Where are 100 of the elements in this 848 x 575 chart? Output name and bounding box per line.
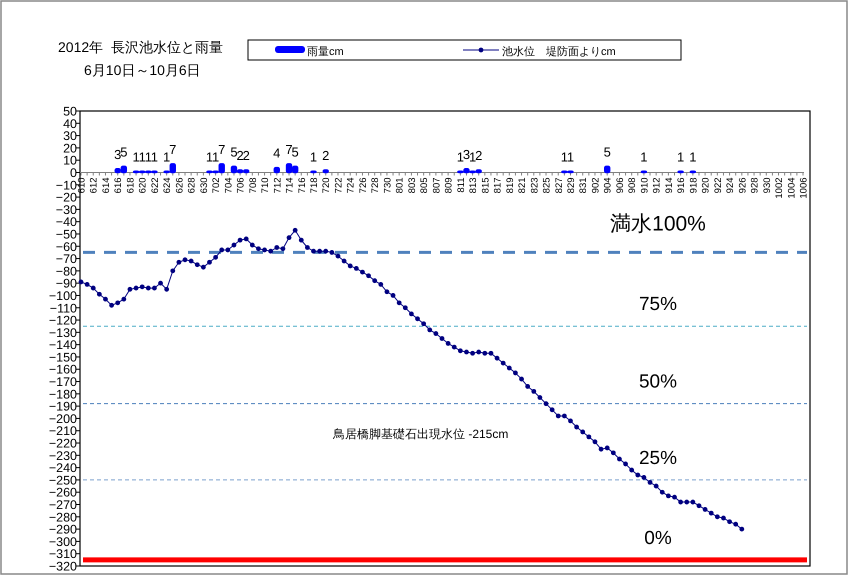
x-tick-label: 706 — [236, 177, 247, 194]
y-tick-label: −220 — [48, 436, 78, 451]
x-tick-label: 628 — [186, 177, 198, 194]
y-tick-label: −130 — [48, 326, 78, 340]
data-label: 1 — [212, 149, 220, 164]
y-tick-label: −60 — [56, 240, 78, 254]
x-tick-label: 712 — [272, 177, 284, 194]
x-tick-label: 902 — [590, 177, 602, 194]
x-tick-label: 618 — [125, 177, 136, 194]
y-tick-label: −80 — [56, 264, 78, 278]
x-tick-label: 908 — [627, 177, 638, 194]
y-tick-label: −210 — [48, 424, 78, 438]
x-tick-label: 825 — [542, 177, 553, 194]
x-tick-label: 924 — [725, 177, 736, 194]
x-tick-label: 914 — [664, 177, 675, 194]
data-label: 1 — [677, 149, 684, 164]
y-tick-label: −280 — [48, 510, 78, 524]
data-label: 3 — [114, 146, 122, 162]
legend-label: 池水位 堤防面よりcm — [502, 45, 616, 58]
x-tick-label: 714 — [284, 177, 296, 194]
y-tick-label: 20 — [63, 141, 78, 156]
x-tick-label: 704 — [223, 177, 234, 194]
data-label: 7 — [218, 142, 226, 157]
data-label: 5 — [604, 144, 611, 160]
x-tick-label: 803 — [406, 177, 418, 194]
x-tick-label: 831 — [578, 177, 590, 194]
x-tick-label: 819 — [504, 177, 516, 194]
annotation: 満水100% — [610, 212, 706, 236]
legend-label: 雨量cm — [307, 46, 344, 58]
data-label: 2 — [475, 148, 482, 164]
x-tick-label: 728 — [370, 177, 382, 194]
data-label: 2 — [322, 148, 330, 164]
x-tick-label: 813 — [468, 177, 480, 194]
y-tick-label: −180 — [48, 387, 78, 402]
x-tick-label: 716 — [296, 177, 308, 194]
x-tick-label: 1004 — [786, 177, 798, 199]
x-tick-label: 823 — [529, 177, 540, 194]
x-tick-label: 817 — [492, 177, 504, 194]
annotation: 鳥居橋脚基礎石出現水位 -215cm — [332, 427, 508, 441]
y-tick-label: 40 — [63, 116, 78, 131]
data-label: 7 — [169, 142, 176, 157]
x-tick-label: 1006 — [798, 177, 810, 199]
chart-subtitle: 6月10日～10月6日 — [84, 62, 201, 78]
x-tick-label: 910 — [639, 177, 650, 194]
x-tick-label: 904 — [602, 177, 614, 194]
y-tick-label: −320 — [48, 560, 78, 574]
x-tick-label: 624 — [162, 177, 174, 194]
annotation: 50% — [638, 372, 678, 393]
data-label: 1 — [144, 149, 152, 164]
data-label: 4 — [273, 146, 280, 161]
data-label: 1 — [150, 149, 158, 164]
x-tick-label: 926 — [737, 177, 748, 194]
y-tick-label: −200 — [48, 412, 78, 426]
y-tick-label: −10 — [56, 178, 78, 192]
y-tick-label: −240 — [48, 461, 78, 476]
y-tick-label: −310 — [48, 547, 78, 562]
x-tick-label: 801 — [394, 177, 406, 194]
x-tick-label: 807 — [431, 177, 442, 194]
x-tick-label: 821 — [517, 177, 528, 194]
data-label: 1 — [689, 149, 696, 164]
data-label: 1 — [310, 149, 318, 164]
x-tick-label: 718 — [309, 177, 320, 194]
x-tick-label: 620 — [138, 177, 149, 194]
y-tick-label: 30 — [63, 129, 78, 144]
x-tick-label: 720 — [321, 177, 332, 194]
x-tick-label: 1002 — [774, 177, 786, 199]
y-tick-label: −30 — [56, 202, 78, 217]
x-tick-label: 722 — [333, 177, 344, 194]
x-tick-label: 630 — [198, 177, 210, 194]
x-tick-label: 920 — [700, 177, 712, 194]
x-tick-label: 815 — [480, 177, 492, 194]
data-label: 1 — [206, 149, 214, 164]
x-tick-label: 811 — [456, 177, 467, 193]
annotation: 75% — [638, 294, 678, 316]
x-tick-label: 702 — [211, 177, 222, 194]
data-label: 1 — [560, 149, 568, 164]
chart-title: 2012年 長沢池水位と雨量 — [58, 39, 223, 55]
y-tick-label: −170 — [48, 375, 78, 390]
y-tick-label: −110 — [50, 301, 78, 316]
x-tick-label: 922 — [712, 177, 724, 194]
data-label: 1 — [566, 149, 574, 164]
y-tick-label: −140 — [48, 338, 78, 352]
y-tick-label: −120 — [48, 314, 78, 328]
x-tick-label: 730 — [382, 177, 394, 194]
data-label: 1 — [456, 149, 464, 164]
x-tick-label: 710 — [260, 177, 272, 194]
data-label: 5 — [230, 144, 238, 160]
x-tick-label: 708 — [248, 177, 259, 194]
y-tick-label: 10 — [63, 154, 78, 168]
y-tick-label: −20 — [56, 190, 78, 205]
y-tick-label: −100 — [48, 288, 78, 303]
y-tick-label: −50 — [56, 227, 78, 242]
y-tick-label: 0 — [70, 166, 78, 180]
x-tick-label: 616 — [113, 177, 124, 194]
annotation: 25% — [638, 448, 678, 469]
y-tick-label: −40 — [56, 215, 78, 230]
data-label: 1 — [163, 149, 170, 164]
data-label: 1 — [640, 149, 648, 164]
x-tick-label: 622 — [150, 177, 161, 194]
data-label: 1 — [138, 149, 146, 164]
